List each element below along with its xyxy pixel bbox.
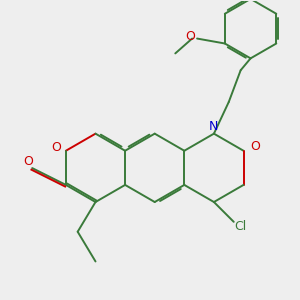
Text: N: N: [209, 120, 219, 133]
Text: O: O: [51, 141, 61, 154]
Text: Cl: Cl: [235, 220, 247, 233]
Text: O: O: [23, 155, 33, 168]
Text: O: O: [250, 140, 260, 153]
Text: O: O: [185, 30, 195, 43]
